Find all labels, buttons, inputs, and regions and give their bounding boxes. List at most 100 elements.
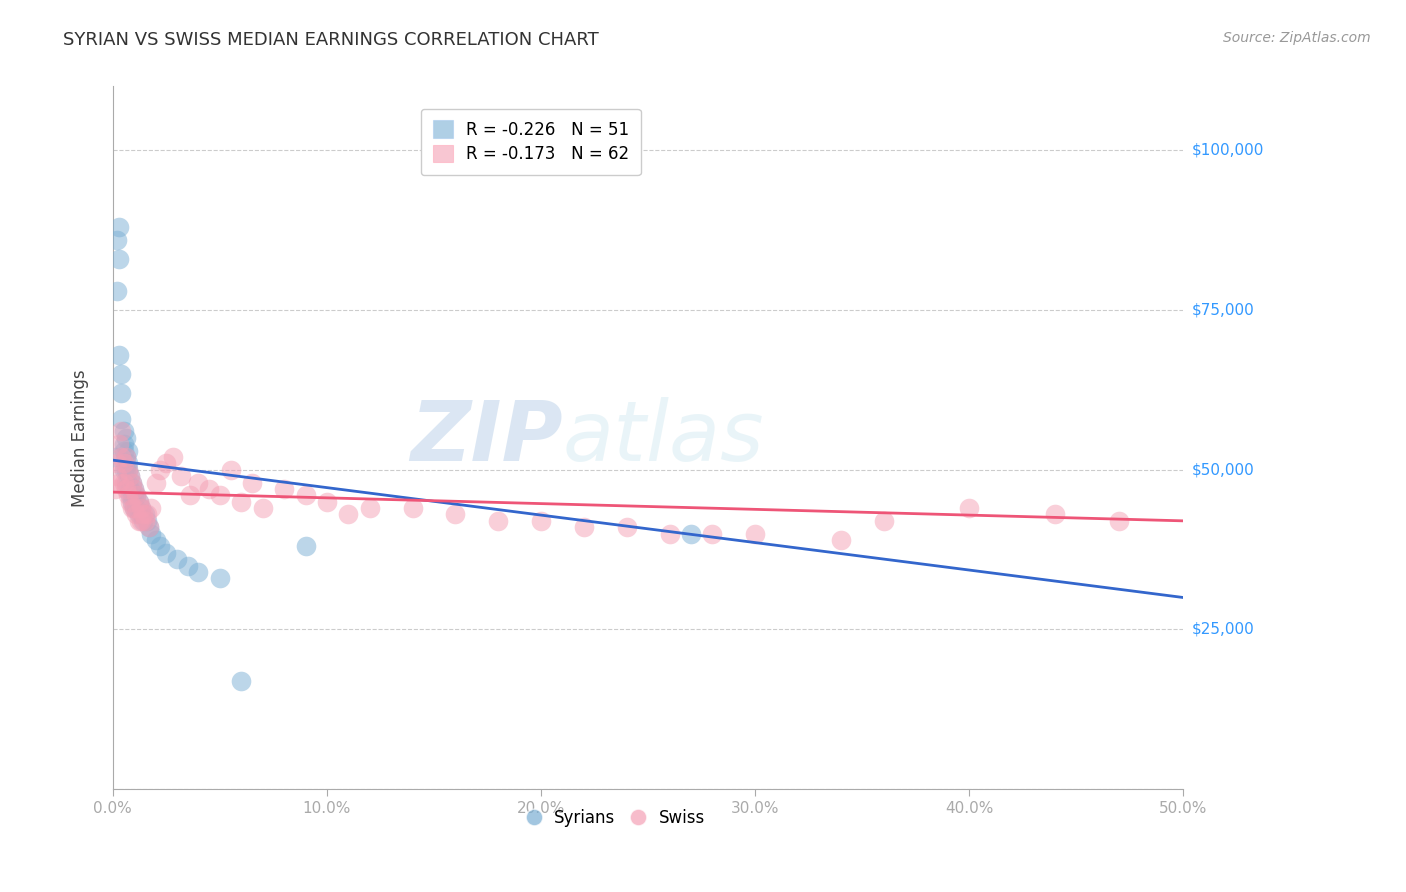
Point	[112, 437, 135, 451]
Point	[273, 482, 295, 496]
Point	[294, 488, 316, 502]
Point	[112, 463, 135, 477]
Point	[128, 514, 150, 528]
Point	[231, 673, 253, 688]
Point	[122, 488, 145, 502]
Text: SYRIAN VS SWISS MEDIAN EARNINGS CORRELATION CHART: SYRIAN VS SWISS MEDIAN EARNINGS CORRELAT…	[63, 31, 599, 49]
Point	[125, 488, 148, 502]
Point	[141, 501, 163, 516]
Point	[166, 552, 188, 566]
Point	[122, 501, 145, 516]
Point	[486, 514, 509, 528]
Point	[155, 546, 177, 560]
Point	[117, 463, 139, 477]
Point	[231, 494, 253, 508]
Point	[114, 431, 136, 445]
Point	[316, 494, 339, 508]
Point	[616, 520, 638, 534]
Point	[134, 514, 156, 528]
Point	[208, 488, 231, 502]
Point	[138, 520, 160, 534]
Point	[162, 450, 184, 464]
Point	[114, 463, 136, 477]
Point	[112, 443, 135, 458]
Point	[187, 565, 209, 579]
Point	[187, 475, 209, 490]
Point	[240, 475, 263, 490]
Point	[679, 526, 702, 541]
Point	[105, 456, 128, 470]
Point	[129, 514, 152, 528]
Point	[110, 450, 132, 464]
Point	[177, 558, 200, 573]
Point	[108, 252, 131, 266]
Point	[114, 475, 136, 490]
Point	[121, 475, 143, 490]
Point	[118, 469, 141, 483]
Point	[122, 482, 145, 496]
Point	[108, 437, 131, 451]
Point	[219, 463, 242, 477]
Point	[125, 508, 148, 522]
Point	[114, 450, 136, 464]
Text: Source: ZipAtlas.com: Source: ZipAtlas.com	[1223, 31, 1371, 45]
Point	[145, 475, 167, 490]
Point	[105, 284, 128, 298]
Point	[208, 571, 231, 585]
Point	[128, 508, 150, 522]
Text: $100,000: $100,000	[1192, 143, 1264, 158]
Point	[121, 475, 143, 490]
Text: atlas: atlas	[562, 397, 763, 478]
Point	[122, 482, 145, 496]
Point	[145, 533, 167, 547]
Text: $25,000: $25,000	[1192, 622, 1254, 637]
Point	[129, 508, 152, 522]
Point	[359, 501, 381, 516]
Point	[121, 494, 143, 508]
Point	[118, 482, 141, 496]
Point	[118, 494, 141, 508]
Point	[125, 501, 148, 516]
Point	[1108, 514, 1130, 528]
Point	[117, 443, 139, 458]
Point	[1043, 508, 1066, 522]
Point	[114, 482, 136, 496]
Point	[401, 501, 423, 516]
Point	[658, 526, 681, 541]
Point	[198, 482, 221, 496]
Text: $50,000: $50,000	[1192, 462, 1254, 477]
Point	[149, 540, 172, 554]
Point	[112, 425, 135, 439]
Point	[108, 475, 131, 490]
Point	[117, 463, 139, 477]
Point	[744, 526, 766, 541]
Point	[134, 508, 156, 522]
Point	[872, 514, 894, 528]
Point	[155, 456, 177, 470]
Point	[136, 514, 159, 528]
Point	[118, 469, 141, 483]
Point	[830, 533, 852, 547]
Text: $75,000: $75,000	[1192, 302, 1254, 318]
Point	[129, 501, 152, 516]
Point	[149, 463, 172, 477]
Y-axis label: Median Earnings: Median Earnings	[72, 369, 89, 507]
Point	[117, 456, 139, 470]
Point	[138, 520, 160, 534]
Legend: Syrians, Swiss: Syrians, Swiss	[520, 802, 711, 834]
Point	[132, 514, 155, 528]
Point	[179, 488, 201, 502]
Point	[114, 450, 136, 464]
Point	[170, 469, 193, 483]
Point	[252, 501, 274, 516]
Point	[444, 508, 467, 522]
Point	[104, 482, 127, 496]
Point	[337, 508, 360, 522]
Point	[132, 508, 155, 522]
Point	[572, 520, 595, 534]
Point	[110, 411, 132, 425]
Point	[110, 367, 132, 381]
Point	[957, 501, 980, 516]
Point	[108, 348, 131, 362]
Point	[112, 475, 135, 490]
